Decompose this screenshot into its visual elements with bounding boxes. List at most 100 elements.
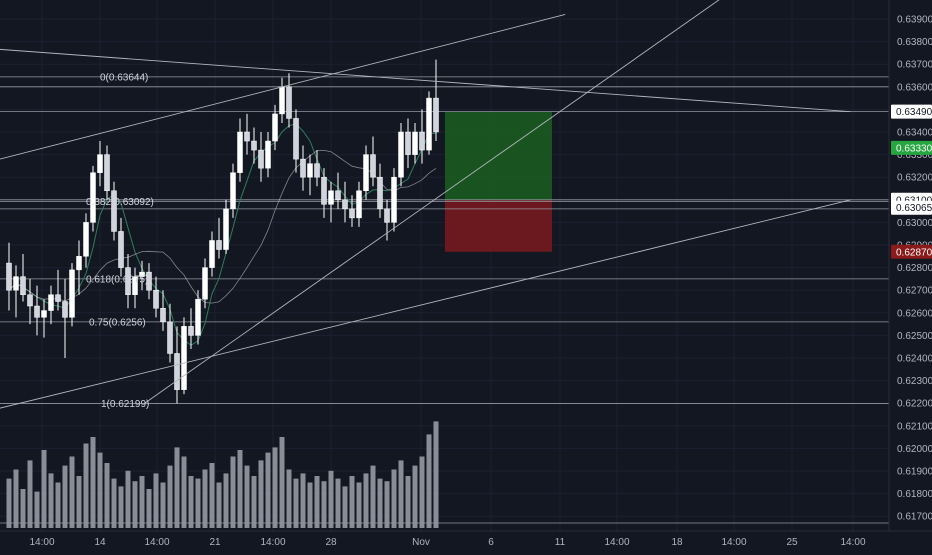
price-axis-panel[interactable] bbox=[889, 0, 932, 550]
candle[interactable] bbox=[391, 168, 397, 232]
candle[interactable] bbox=[132, 267, 138, 309]
candle[interactable] bbox=[83, 213, 89, 268]
candle-body bbox=[398, 131, 404, 178]
fib-level-label: 0.618(0.6275) bbox=[86, 274, 148, 285]
trend-line[interactable] bbox=[0, 46, 851, 113]
candle-body bbox=[6, 262, 12, 291]
trend-line[interactable] bbox=[144, 0, 724, 404]
candle[interactable] bbox=[188, 308, 194, 349]
candle-layer bbox=[6, 59, 439, 404]
candle[interactable] bbox=[251, 127, 257, 164]
candle[interactable] bbox=[13, 265, 19, 318]
volume-bar bbox=[20, 489, 26, 528]
candle[interactable] bbox=[412, 122, 418, 164]
candle[interactable] bbox=[41, 299, 47, 338]
candle[interactable] bbox=[216, 217, 222, 259]
candle[interactable] bbox=[335, 172, 341, 209]
candle-body bbox=[104, 154, 110, 192]
candle[interactable] bbox=[398, 122, 404, 187]
fib-level-label: 0.382(0.63092) bbox=[86, 197, 154, 208]
candle[interactable] bbox=[34, 285, 40, 336]
candle-body bbox=[377, 176, 383, 210]
price-badge-bg bbox=[891, 244, 932, 259]
candle[interactable] bbox=[363, 145, 369, 200]
volume-bar bbox=[349, 476, 355, 528]
price-badge-label: 0.62870 bbox=[896, 247, 932, 258]
candle[interactable] bbox=[97, 141, 103, 187]
candle[interactable] bbox=[48, 285, 54, 325]
candle[interactable] bbox=[146, 263, 152, 300]
candle[interactable] bbox=[20, 254, 26, 302]
candle[interactable] bbox=[370, 136, 376, 187]
candle[interactable] bbox=[209, 231, 215, 277]
candle[interactable] bbox=[181, 317, 187, 395]
candle-body bbox=[55, 294, 61, 302]
candle[interactable] bbox=[321, 168, 327, 218]
candle[interactable] bbox=[111, 181, 117, 241]
stop-loss-zone[interactable] bbox=[445, 199, 552, 252]
candle-body bbox=[20, 276, 26, 295]
volume-bar bbox=[370, 465, 376, 528]
candle[interactable] bbox=[69, 263, 75, 327]
candle[interactable] bbox=[237, 118, 243, 182]
volume-bar bbox=[6, 478, 12, 528]
take-profit-zone[interactable] bbox=[445, 111, 552, 200]
candle[interactable] bbox=[377, 163, 383, 218]
candle[interactable] bbox=[419, 109, 425, 164]
time-axis-panel[interactable] bbox=[0, 531, 932, 550]
price-badge[interactable]: 0.63490 bbox=[891, 104, 932, 119]
candle[interactable] bbox=[342, 181, 348, 223]
candle[interactable] bbox=[272, 104, 278, 151]
price-badge[interactable]: 0.62870 bbox=[891, 244, 932, 259]
candle[interactable] bbox=[230, 163, 236, 218]
time-axis: 14:00 14 14:00 21 14:00 28 Nov 6 11 14:00 18 14:00 2… bbox=[29, 537, 865, 548]
moving-average-fast bbox=[8, 123, 436, 346]
candle[interactable] bbox=[76, 240, 82, 295]
candle[interactable] bbox=[55, 269, 61, 311]
candle[interactable] bbox=[27, 278, 33, 325]
candle[interactable] bbox=[195, 290, 201, 345]
price-badge[interactable]: 0.63065 bbox=[891, 200, 932, 215]
trend-line[interactable] bbox=[0, 14, 566, 170]
candle[interactable] bbox=[90, 165, 96, 232]
candle[interactable] bbox=[405, 118, 411, 169]
candle[interactable] bbox=[118, 217, 124, 277]
candle[interactable] bbox=[314, 150, 320, 187]
volume-bar bbox=[251, 476, 257, 528]
candle[interactable] bbox=[426, 91, 432, 155]
candle[interactable] bbox=[62, 278, 68, 358]
candle-body bbox=[265, 140, 271, 169]
candle[interactable] bbox=[244, 113, 250, 155]
trend-line[interactable] bbox=[0, 199, 851, 419]
candle[interactable] bbox=[349, 195, 355, 227]
candle[interactable] bbox=[160, 290, 166, 331]
candle[interactable] bbox=[139, 260, 145, 291]
volume-bar bbox=[293, 478, 299, 528]
candle[interactable] bbox=[202, 258, 208, 309]
price-badge[interactable]: 0.63330 bbox=[891, 140, 932, 155]
candle[interactable] bbox=[433, 59, 439, 142]
candle[interactable] bbox=[265, 132, 271, 178]
volume-bar bbox=[125, 470, 131, 528]
candle[interactable] bbox=[307, 154, 313, 196]
price-tick-label: 0.62600 bbox=[897, 308, 932, 319]
candle[interactable] bbox=[104, 145, 110, 200]
candle[interactable] bbox=[223, 199, 229, 255]
time-tick-label: 14:00 bbox=[604, 537, 629, 548]
candle[interactable] bbox=[356, 181, 362, 227]
candle[interactable] bbox=[293, 109, 299, 173]
candle[interactable] bbox=[167, 303, 173, 363]
candle-body bbox=[384, 208, 390, 223]
candle[interactable] bbox=[286, 73, 292, 128]
candle[interactable] bbox=[328, 181, 334, 223]
price-badge-bg bbox=[891, 200, 932, 215]
candle[interactable] bbox=[384, 199, 390, 241]
volume-bar bbox=[181, 456, 187, 528]
candle[interactable] bbox=[6, 242, 12, 311]
candle[interactable] bbox=[258, 132, 264, 182]
candle[interactable] bbox=[153, 276, 159, 318]
candle[interactable] bbox=[125, 254, 131, 309]
candle[interactable] bbox=[300, 145, 306, 191]
